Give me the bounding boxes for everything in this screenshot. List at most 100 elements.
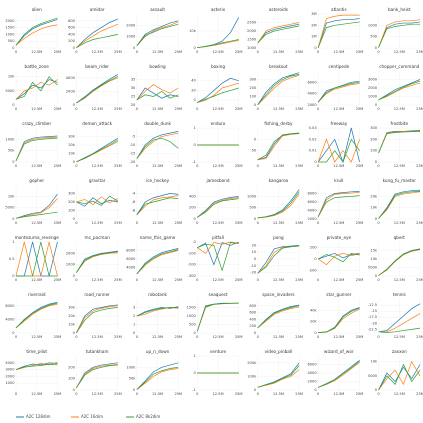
y-tick-label: 400 <box>68 32 76 36</box>
y-tick-label: 0 <box>193 240 196 244</box>
y-tick-label: -15 <box>129 152 135 156</box>
y-tick-label: 0 <box>375 103 378 107</box>
series-line <box>136 131 179 159</box>
y-tick-label: 20 <box>131 103 136 107</box>
x-tick-label: 0 <box>196 335 199 339</box>
series-line <box>136 23 179 46</box>
series-line <box>76 23 118 48</box>
x-tick-label: 12.5M <box>333 278 344 282</box>
x-tick-label: 12.5M <box>92 278 103 282</box>
y-tick-label: 200 <box>68 200 76 204</box>
x-tick-label: 12.5M <box>273 50 284 54</box>
x-tick-label: 25M <box>174 50 182 54</box>
y-tick-label: 25 <box>131 95 136 99</box>
x-tick-label: 12.5M <box>273 107 284 111</box>
y-tick-label: 3 <box>133 306 135 310</box>
x-tick-label: 12.5M <box>394 107 405 111</box>
x-tick-label: 25M <box>235 107 243 111</box>
series-line <box>257 74 300 106</box>
series-line <box>378 21 421 48</box>
x-tick-label: 0 <box>136 164 139 168</box>
chart-title: name_this_game <box>140 235 176 240</box>
x-tick-label: 25M <box>235 278 243 282</box>
y-tick-label: 6000 <box>307 80 317 84</box>
y-tick-label: 0 <box>12 46 15 50</box>
chart-title: road_runner <box>84 292 110 297</box>
y-tick-label: -200 <box>308 268 317 272</box>
x-tick-label: 0 <box>15 278 18 282</box>
y-tick-label: 0 <box>12 160 15 164</box>
series-line <box>76 305 118 333</box>
y-tick-label: 4000 <box>5 361 15 365</box>
chart-title: private_eye <box>327 235 352 240</box>
series-line <box>136 362 179 390</box>
chart-title: time_pilot <box>26 349 47 354</box>
x-tick-label: 25M <box>295 278 303 282</box>
series-line <box>76 251 118 273</box>
chart-title: bank_heist <box>388 7 411 12</box>
y-tick-label: 2M <box>311 23 316 27</box>
y-tick-label: 1 <box>193 354 195 358</box>
chart-title: venture <box>210 349 227 354</box>
x-tick-label: 25M <box>54 335 62 339</box>
x-tick-label: 25M <box>114 107 122 111</box>
series-line <box>15 24 58 46</box>
series-line <box>15 211 58 219</box>
series-line <box>15 303 58 329</box>
series-line <box>196 302 239 332</box>
x-tick-label: 25M <box>235 392 243 396</box>
x-tick-label: 0 <box>317 50 320 54</box>
x-tick-label: 0 <box>75 392 78 396</box>
x-tick-label: 12.5M <box>273 164 284 168</box>
x-tick-label: 25M <box>295 335 303 339</box>
y-tick-label: 200 <box>68 365 76 369</box>
x-tick-label: 0 <box>75 107 78 111</box>
x-tick-label: 25M <box>54 392 62 396</box>
series-line <box>257 245 300 274</box>
y-tick-label: 2000 <box>307 103 317 107</box>
y-tick-label: 10k <box>189 29 197 33</box>
y-tick-label: 0 <box>254 217 257 221</box>
x-tick-label: 25M <box>174 164 182 168</box>
y-tick-label: 0 <box>133 331 136 335</box>
chart-title: enduro <box>211 121 226 126</box>
chart-title: chopper_command <box>379 64 419 69</box>
y-tick-label: 600 <box>68 26 76 30</box>
y-tick-label: 0 <box>375 274 378 278</box>
y-tick-label: 10k <box>68 323 76 327</box>
series-line <box>76 364 118 388</box>
x-tick-label: 0 <box>75 164 78 168</box>
x-tick-label: 12.5M <box>152 50 163 54</box>
series-line <box>15 17 58 46</box>
y-tick-label: 1M <box>311 35 316 39</box>
series-line <box>317 252 360 263</box>
x-tick-label: 12.5M <box>152 164 163 168</box>
y-tick-label: 1500 <box>5 26 15 30</box>
x-tick-label: 12.5M <box>31 392 42 396</box>
chart-title: qbert <box>394 235 406 240</box>
series-line <box>76 195 119 206</box>
y-tick-label: -17.5 <box>368 315 377 319</box>
x-tick-label: 25M <box>356 164 364 168</box>
chart-title: amidar <box>90 7 105 12</box>
x-tick-label: 0 <box>136 221 139 225</box>
x-tick-label: 25M <box>295 392 303 396</box>
x-tick-label: 0 <box>196 392 199 396</box>
chart-title: boxing <box>211 64 225 69</box>
x-tick-label: 25M <box>295 50 303 54</box>
series-line <box>136 248 179 275</box>
legend-label: A2C 16dim <box>81 414 103 419</box>
x-tick-label: 0 <box>15 221 18 225</box>
y-tick-label: -12.5 <box>368 303 377 307</box>
y-tick-label: 10k <box>370 257 378 261</box>
chart-title: riverraid <box>28 292 46 297</box>
x-tick-label: 12.5M <box>394 392 405 396</box>
x-tick-label: 0 <box>15 392 18 396</box>
series-line <box>257 133 300 161</box>
series-line <box>76 362 118 388</box>
series-line <box>378 360 421 391</box>
series-line <box>378 191 421 219</box>
x-tick-label: 0 <box>75 335 78 339</box>
x-tick-label: 25M <box>416 50 423 54</box>
x-tick-label: 12.5M <box>333 107 344 111</box>
